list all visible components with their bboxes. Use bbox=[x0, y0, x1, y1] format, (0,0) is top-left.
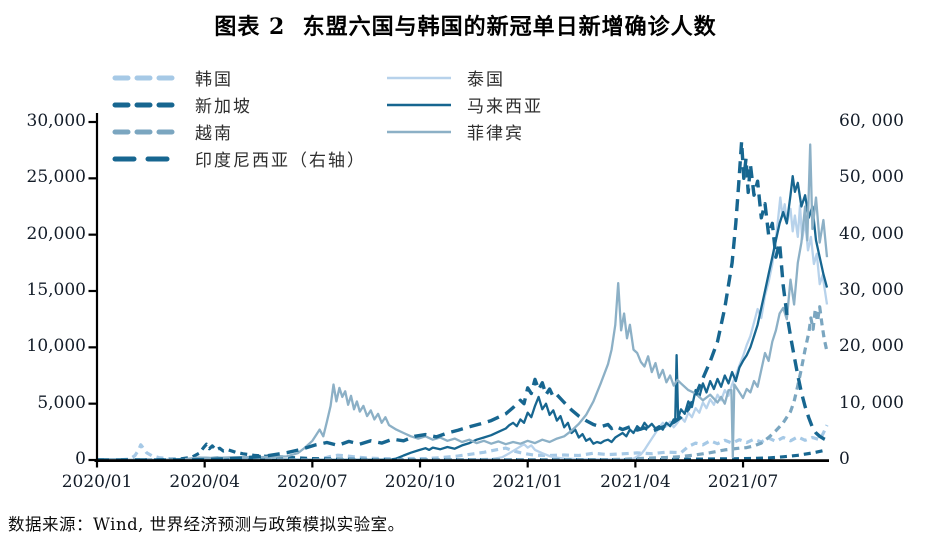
legend-label: 泰国 bbox=[467, 70, 505, 90]
series-line-7 bbox=[97, 139, 828, 462]
legend-item: 越南 bbox=[112, 118, 366, 145]
legend-solid-line-swatch-icon bbox=[387, 103, 451, 106]
x-axis-tick-label: 2020/10 bbox=[384, 472, 456, 492]
legend-label: 韩国 bbox=[195, 70, 233, 90]
legend-dashed-line-swatch-icon bbox=[112, 129, 182, 134]
right-axis-tick-label: 40, 000 bbox=[839, 223, 904, 244]
series-line-3 bbox=[96, 442, 828, 462]
left-axis-tick-label: 25,000 bbox=[26, 167, 86, 188]
left-axis-tick-label: 5,000 bbox=[37, 392, 86, 413]
right-axis-tick-label: 50, 000 bbox=[839, 167, 904, 188]
legend-item: 韩国 bbox=[112, 64, 366, 91]
x-axis-tick-label: 2020/07 bbox=[277, 472, 348, 492]
series-line-1 bbox=[96, 424, 829, 462]
x-axis-tick-label: 2021/04 bbox=[600, 472, 671, 492]
legend-label: 马来西亚 bbox=[467, 97, 543, 117]
legend-item: 马来西亚 bbox=[384, 91, 543, 118]
series-line-5 bbox=[97, 305, 829, 462]
right-axis-tick-label: 0 bbox=[839, 449, 850, 469]
legend-item: 菲律宾 bbox=[384, 118, 543, 145]
legend-label: 印度尼西亚（右轴） bbox=[195, 151, 366, 171]
right-axis-tick-label: 10, 000 bbox=[839, 392, 904, 413]
chart-title: 图表 2 东盟六国与韩国的新冠单日新增确诊人数 bbox=[214, 14, 717, 40]
right-axis-tick-label: 30, 000 bbox=[839, 280, 904, 300]
axes bbox=[88, 113, 829, 468]
right-axis-tick-label: 60, 000 bbox=[839, 111, 904, 131]
legend-item: 新加坡 bbox=[112, 91, 366, 118]
legend-column-right: 泰国 马来西亚 菲律宾 bbox=[384, 64, 543, 145]
x-axis-tick-label: 2020/01 bbox=[61, 472, 133, 492]
left-axis-tick-label: 30,000 bbox=[26, 111, 86, 131]
x-axis-tick-label: 2021/07 bbox=[707, 472, 779, 492]
legend-dashed-line-swatch-icon bbox=[112, 102, 182, 107]
series-line-6 bbox=[96, 143, 829, 462]
left-axis-tick-label: 10,000 bbox=[26, 336, 86, 357]
left-axis-tick-label: 0 bbox=[75, 449, 86, 469]
legend-solid-line-swatch-icon bbox=[387, 130, 451, 133]
legend-dashed-line-swatch-icon bbox=[112, 156, 182, 161]
legend-label: 新加坡 bbox=[195, 97, 252, 117]
series-line-4 bbox=[97, 174, 829, 462]
legend-dashed-line-swatch-icon bbox=[112, 75, 182, 80]
right-axis-tick-label: 20, 000 bbox=[839, 336, 904, 357]
legend-item: 印度尼西亚（右轴） bbox=[112, 145, 366, 172]
legend-solid-line-swatch-icon bbox=[387, 76, 451, 79]
legend-item: 泰国 bbox=[384, 64, 543, 91]
legend-label: 菲律宾 bbox=[467, 124, 524, 144]
legend-label: 越南 bbox=[195, 124, 233, 144]
legend-column-left: 韩国新加坡越南印度尼西亚（右轴） bbox=[112, 64, 366, 172]
left-axis-tick-label: 20,000 bbox=[26, 223, 86, 244]
x-axis-tick-label: 2021/01 bbox=[492, 472, 563, 492]
source-note: 数据来源：Wind, 世界经济预测与政策模拟实验室。 bbox=[8, 515, 405, 534]
left-axis-tick-label: 15,000 bbox=[26, 280, 86, 300]
series-line-2 bbox=[97, 196, 829, 462]
x-axis-tick-label: 2020/04 bbox=[169, 472, 240, 492]
